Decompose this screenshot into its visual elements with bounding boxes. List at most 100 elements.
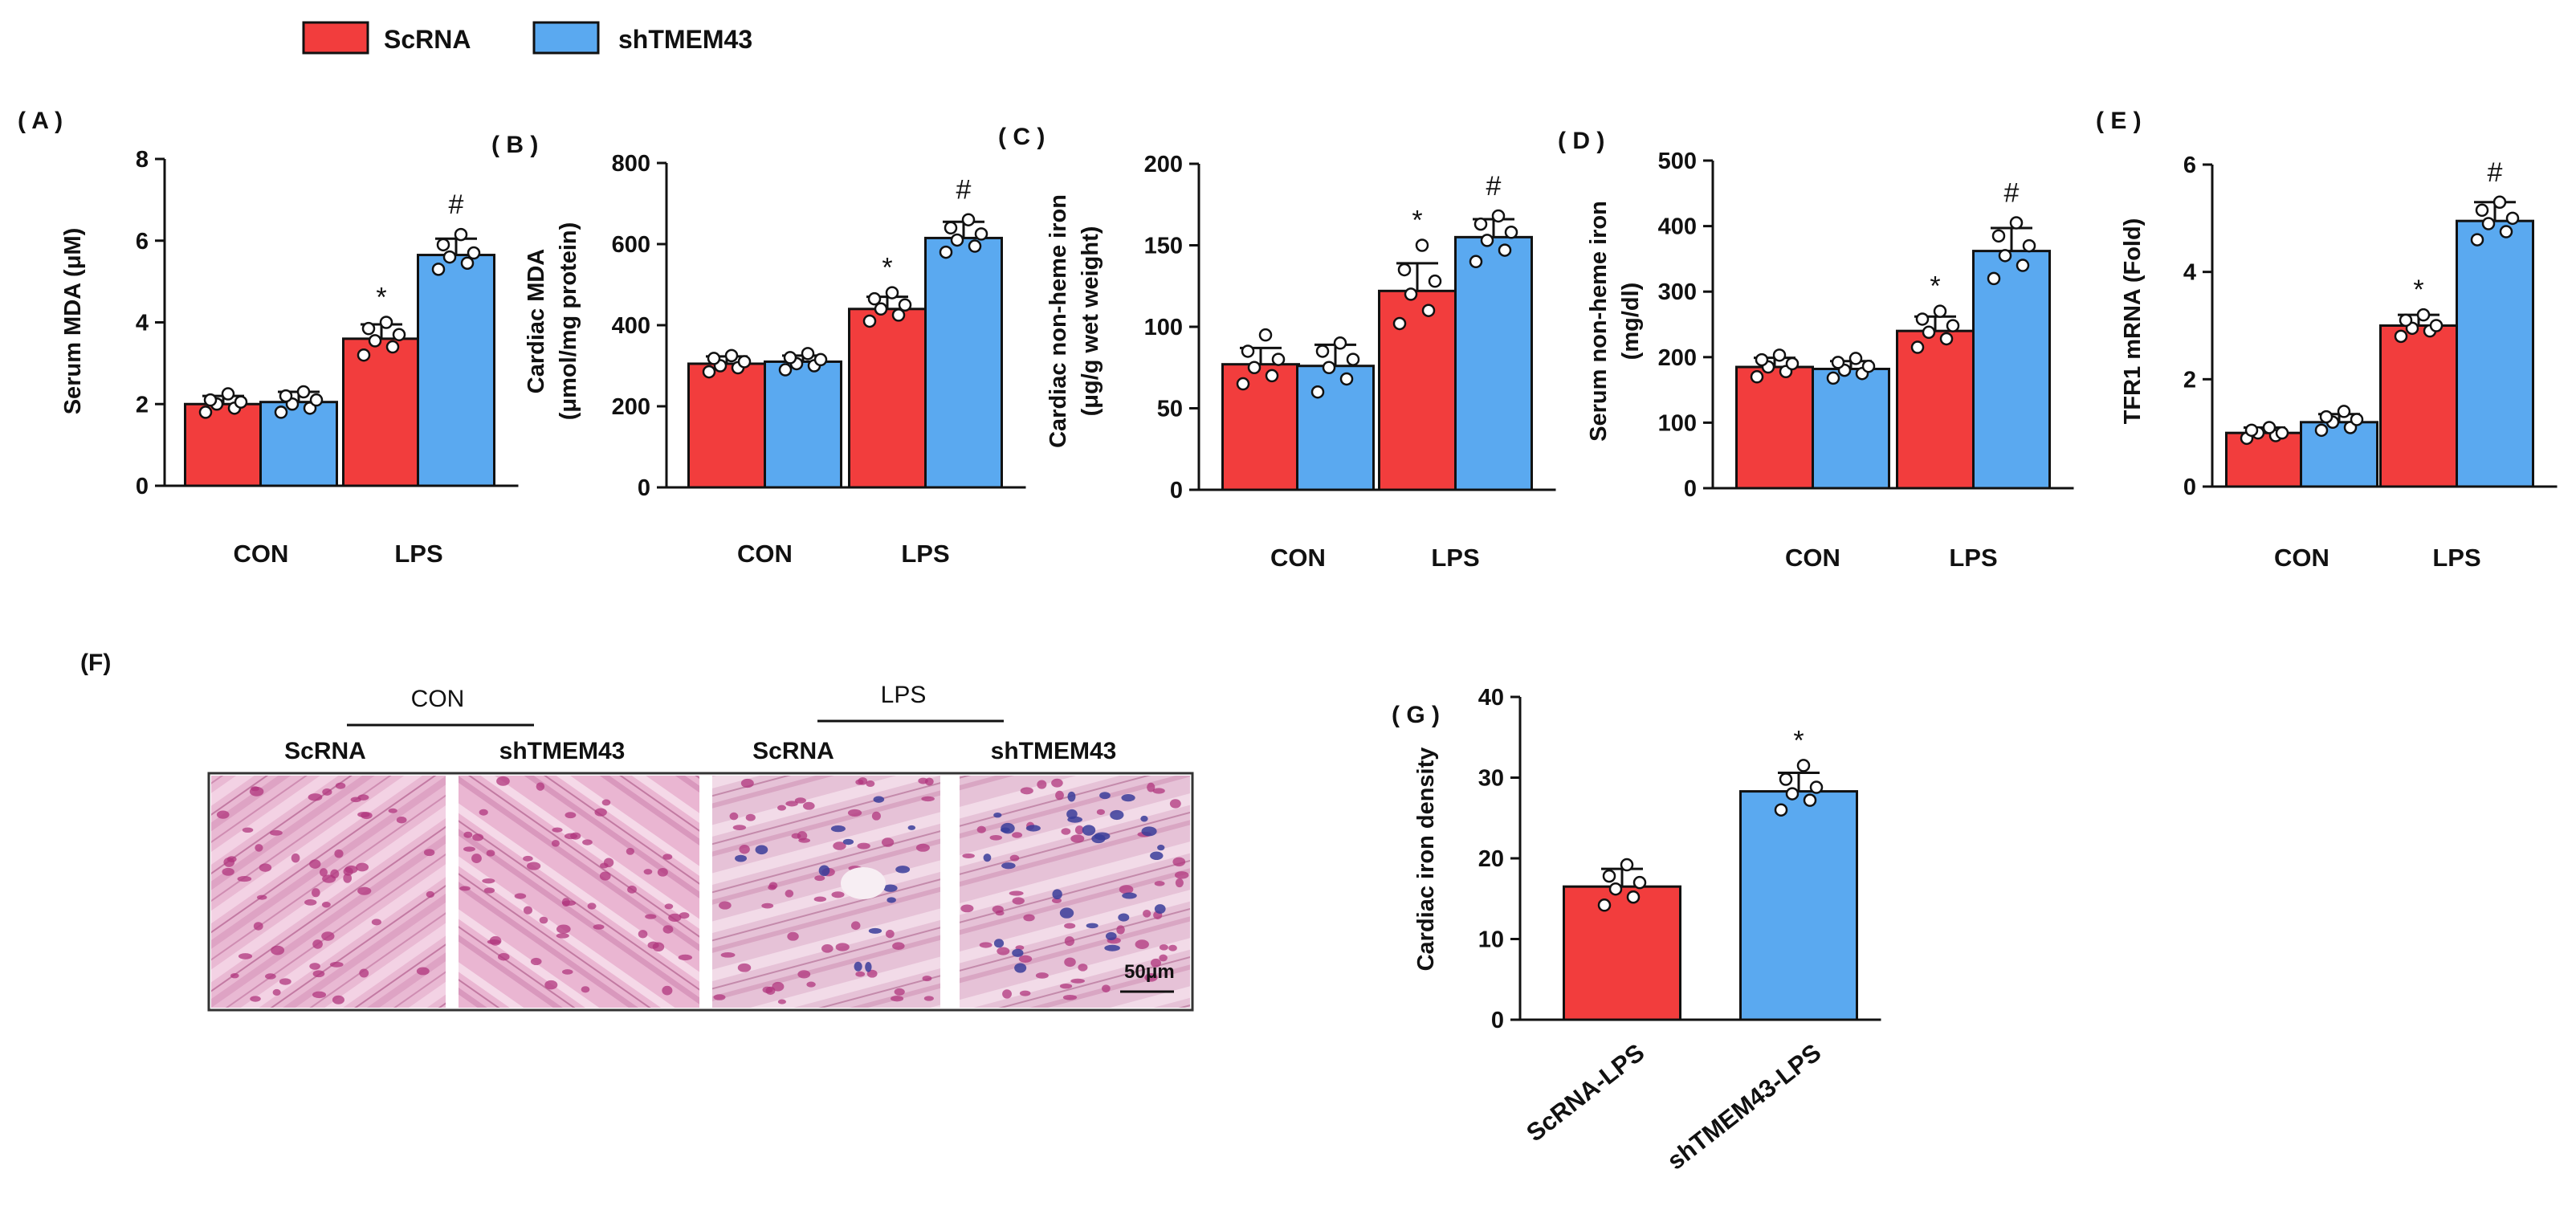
iron-stain-dot bbox=[818, 865, 830, 877]
nucleus-dot bbox=[627, 885, 637, 894]
y-tick-label: 2 bbox=[136, 392, 149, 418]
iron-stain-dot bbox=[1012, 948, 1024, 957]
iron-stain-dot bbox=[1104, 944, 1120, 951]
bar-scrna-con bbox=[1735, 365, 1814, 490]
nucleus-dot bbox=[813, 896, 827, 902]
bar-scrna-lps bbox=[1563, 885, 1681, 1021]
y-tick-label: 500 bbox=[1658, 149, 1697, 174]
nucleus-dot bbox=[794, 797, 806, 804]
nucleus-dot bbox=[1051, 778, 1063, 788]
nucleus-dot bbox=[894, 988, 905, 996]
panel-d-serum-non-heme-iron-chart: ( D ) 0 100 200 300 400 500 Serum non-heme iron… bbox=[1558, 128, 2074, 572]
data-point bbox=[2429, 319, 2444, 332]
nucleus-dot bbox=[833, 841, 846, 850]
nucleus-dot bbox=[1064, 923, 1076, 929]
y-tick-label: 4 bbox=[136, 311, 149, 336]
data-point bbox=[1428, 274, 1442, 288]
data-point bbox=[944, 221, 958, 235]
data-point bbox=[1415, 238, 1429, 252]
data-point bbox=[1809, 780, 1824, 794]
nucleus-dot bbox=[1154, 881, 1165, 886]
data-point bbox=[1480, 234, 1494, 247]
data-point bbox=[1939, 332, 1954, 346]
nucleus-dot bbox=[814, 875, 825, 882]
nucleus-dot bbox=[924, 777, 934, 786]
x-category-label: CON bbox=[737, 540, 793, 568]
iron-stain-dot bbox=[1099, 792, 1111, 800]
nucleus-dot bbox=[1019, 990, 1031, 996]
data-point bbox=[2350, 413, 2364, 426]
iron-stain-dot bbox=[1066, 809, 1078, 820]
significance-marker: * bbox=[376, 283, 386, 313]
iron-stain-dot bbox=[1105, 931, 1117, 940]
data-point bbox=[2337, 405, 2351, 418]
data-point bbox=[1933, 304, 1947, 318]
nucleus-dot bbox=[1150, 958, 1161, 968]
legend-swatch-shtmem43 bbox=[532, 21, 600, 55]
nucleus-dot bbox=[423, 849, 435, 857]
bar-scrna-lps bbox=[2379, 324, 2458, 488]
data-point bbox=[1469, 255, 1483, 269]
data-point bbox=[221, 387, 235, 401]
nucleus-dot bbox=[737, 963, 752, 972]
data-point bbox=[2416, 308, 2431, 322]
nucleus-dot bbox=[581, 986, 590, 993]
y-tick-label: 2 bbox=[2183, 367, 2196, 393]
nucleus-dot bbox=[536, 782, 545, 791]
nucleus-dot bbox=[791, 833, 801, 839]
data-point bbox=[2492, 195, 2507, 210]
nucleus-dot bbox=[255, 844, 263, 852]
nucleus-dot bbox=[1159, 954, 1168, 962]
significance-marker: # bbox=[1486, 171, 1502, 202]
nucleus-dot bbox=[915, 843, 930, 852]
nucleus-dot bbox=[787, 931, 799, 941]
nucleus-dot bbox=[885, 929, 895, 939]
nucleus-dot bbox=[593, 924, 605, 930]
nucleus-dot bbox=[662, 854, 673, 860]
histology-gap bbox=[699, 776, 712, 1008]
legend: ScRNA shTMEM43 bbox=[302, 21, 752, 55]
nucleus-dot bbox=[350, 797, 361, 803]
nucleus-dot bbox=[344, 865, 358, 874]
data-point bbox=[874, 302, 888, 316]
legend-item-shtmem43: shTMEM43 bbox=[532, 21, 752, 55]
y-axis-title: Cardiac non-heme iron (μg/g wet weight) bbox=[1045, 194, 1103, 448]
data-point bbox=[1987, 271, 2001, 286]
nucleus-dot bbox=[1116, 925, 1125, 935]
data-point bbox=[1785, 357, 1800, 371]
histology-lane-label-1: ScRNA bbox=[284, 738, 366, 764]
bar-shtmem43-lps bbox=[417, 254, 495, 487]
data-point bbox=[274, 405, 288, 419]
nucleus-dot bbox=[785, 890, 794, 898]
nucleus-dot bbox=[304, 899, 317, 906]
nucleus-dot bbox=[601, 799, 611, 806]
nucleus-dot bbox=[237, 876, 252, 882]
nucleus-dot bbox=[922, 976, 932, 982]
nucleus-dot bbox=[979, 942, 992, 948]
nucleus-dot bbox=[729, 812, 739, 821]
y-tick-label: 200 bbox=[1144, 152, 1183, 177]
data-point bbox=[1265, 369, 1279, 383]
nucleus-dot bbox=[1035, 972, 1049, 979]
nucleus-dot bbox=[638, 930, 648, 939]
vessel-lumen bbox=[841, 867, 886, 899]
nucleus-dot bbox=[678, 954, 693, 961]
iron-stain-dot bbox=[1157, 845, 1165, 851]
nucleus-dot bbox=[357, 812, 370, 818]
nucleus-dot bbox=[1143, 909, 1151, 918]
legend-label-shtmem43: shTMEM43 bbox=[618, 25, 752, 54]
data-point bbox=[1608, 882, 1623, 896]
y-tick-label: 40 bbox=[1478, 685, 1504, 711]
nucleus-dot bbox=[662, 985, 673, 996]
nucleus-dot bbox=[652, 942, 665, 952]
x-category-label: CON bbox=[234, 540, 289, 568]
nucleus-dot bbox=[739, 845, 750, 854]
y-tick-label: 150 bbox=[1144, 234, 1183, 259]
data-point bbox=[1322, 361, 1336, 374]
data-point bbox=[2399, 313, 2413, 328]
nucleus-dot bbox=[416, 967, 430, 976]
nucleus-dot bbox=[259, 863, 272, 872]
data-point bbox=[203, 393, 218, 407]
data-point bbox=[801, 347, 815, 361]
data-point bbox=[2314, 423, 2329, 438]
